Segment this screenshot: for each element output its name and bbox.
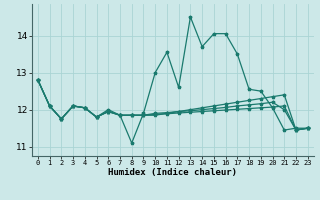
X-axis label: Humidex (Indice chaleur): Humidex (Indice chaleur) <box>108 168 237 177</box>
